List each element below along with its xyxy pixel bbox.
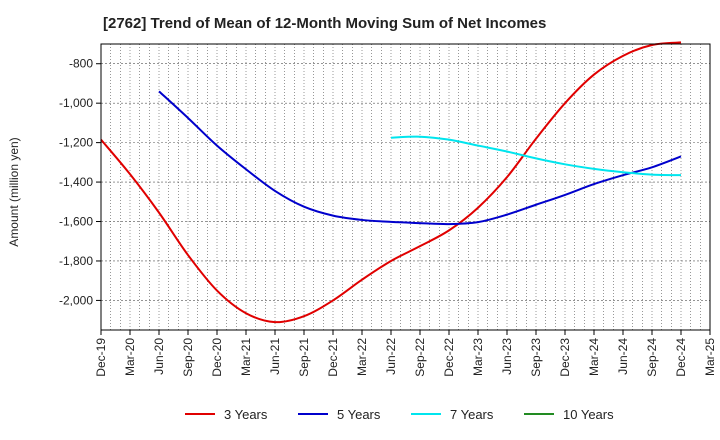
series-layer — [100, 41, 682, 324]
x-tick-label: Dec-22 — [442, 338, 456, 377]
x-axis-ticks: Dec-19 Mar-20 Jun-20 Sep-20 Dec-20 Mar-21 Jun-… — [94, 330, 717, 377]
x-tick-label: Jun-21 — [268, 338, 282, 375]
legend-label-7-years: 7 Years — [450, 407, 494, 422]
x-tick-label: Mar-24 — [587, 338, 601, 376]
legend-label-5-years: 5 Years — [337, 407, 381, 422]
plot-border — [100, 43, 711, 331]
x-tick-label: Sep-20 — [181, 338, 195, 377]
x-tick-label: Mar-20 — [123, 338, 137, 376]
y-tick-label: -2,000 — [59, 293, 93, 307]
legend: 3 Years 5 Years 7 Years 10 Years — [185, 407, 614, 422]
legend-label-3-years: 3 Years — [224, 407, 268, 422]
x-tick-label: Dec-19 — [94, 338, 108, 377]
x-tick-label: Jun-24 — [616, 338, 630, 375]
y-tick-label: -1,600 — [59, 215, 93, 229]
plot-background — [101, 44, 710, 330]
x-tick-label: Jun-22 — [384, 338, 398, 375]
x-tick-label: Dec-23 — [558, 338, 572, 377]
y-tick-label: -1,200 — [59, 136, 93, 150]
series-line-3-years — [100, 41, 682, 324]
chart-title: [2762] Trend of Mean of 12-Month Moving … — [103, 15, 547, 32]
series-line-7-years — [390, 135, 682, 177]
x-tick-label: Sep-22 — [413, 338, 427, 377]
x-tick-label: Dec-24 — [674, 338, 688, 377]
y-tick-label: -1,000 — [59, 96, 93, 110]
x-tick-label: Jun-20 — [152, 338, 166, 375]
x-tick-label: Dec-21 — [326, 338, 340, 377]
x-tick-label: Jun-23 — [500, 338, 514, 375]
x-tick-label: Sep-24 — [645, 338, 659, 377]
y-axis-label: Amount (million yen) — [7, 137, 21, 246]
y-tick-label: -1,800 — [59, 254, 93, 268]
legend-label-10-years: 10 Years — [563, 407, 614, 422]
y-tick-label: -1,400 — [59, 175, 93, 189]
series-line-5-years — [158, 90, 682, 226]
x-tick-label: Sep-23 — [529, 338, 543, 377]
y-axis-ticks: -800 -1,000 -1,200 -1,400 -1,600 -1,800 -2,000 — [59, 57, 101, 307]
y-tick-label: -800 — [69, 57, 93, 71]
x-tick-label: Mar-21 — [239, 338, 253, 376]
x-tick-label: Mar-23 — [471, 338, 485, 376]
x-tick-label: Mar-25 — [703, 338, 717, 376]
x-tick-label: Sep-21 — [297, 338, 311, 377]
x-tick-label: Dec-20 — [210, 338, 224, 377]
grid — [101, 44, 710, 330]
x-tick-label: Mar-22 — [355, 338, 369, 376]
